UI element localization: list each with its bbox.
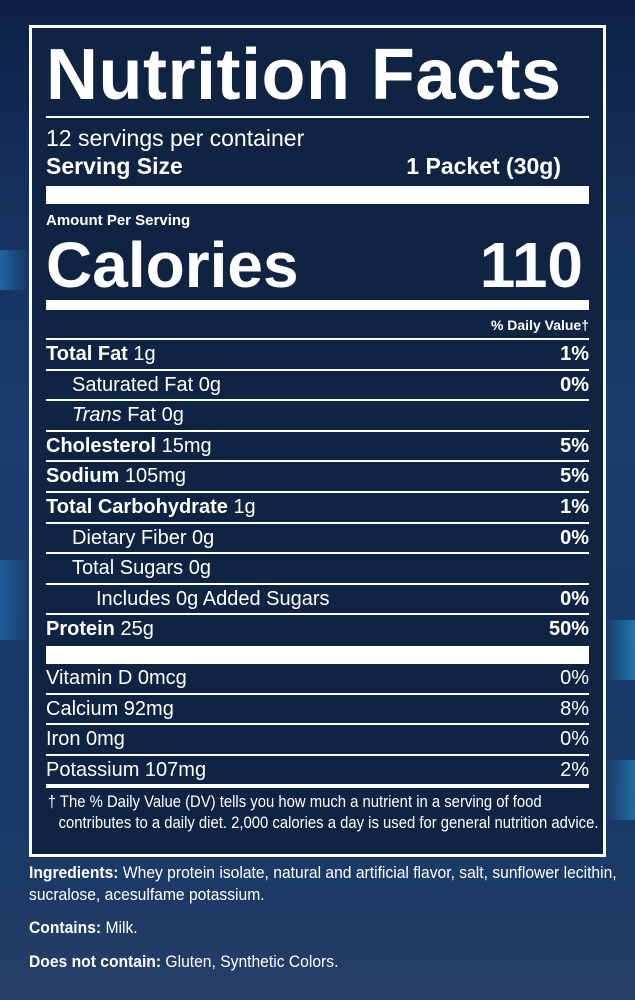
nutrient-row: Cholesterol 15mg 5% [46, 429, 589, 461]
nutrient-row: Total Carbohydrate 1g 1% [46, 490, 589, 522]
vitamin-row: Iron 0mg 0% [46, 723, 589, 754]
amount-per-serving: Amount Per Serving [46, 212, 191, 229]
nutrition-facts-panel: Nutrition Facts 12 servings per containe… [29, 25, 606, 857]
divider-medium [46, 300, 589, 310]
serving-size: Serving Size 1 Packet (30g) [46, 152, 589, 180]
divider [46, 116, 589, 118]
calories: Calories 110 [46, 232, 589, 300]
nutrient-row: Dietary Fiber 0g 0% [46, 521, 589, 553]
daily-value-header: % Daily Value† [490, 317, 589, 333]
divider-thick [46, 645, 589, 664]
vitamin-row: Potassium 107mg 2% [46, 753, 589, 785]
title: Nutrition Facts [46, 35, 562, 115]
serving-size-label: Serving Size [46, 153, 183, 179]
vitamin-row: Calcium 92mg 8% [46, 692, 589, 724]
nutrient-row: Sodium 105mg 5% [46, 460, 589, 491]
servings-per-container: 12 servings per container [46, 125, 305, 151]
ingredients: Ingredients: Whey protein isolate, natur… [29, 863, 617, 904]
footnote: † The % Daily Value (DV) tells you how m… [47, 793, 599, 833]
vitamin-row: Vitamin D 0mcg 0% [46, 666, 589, 689]
nutrient-row: Protein 25g 50% [46, 613, 589, 644]
divider [46, 784, 589, 789]
serving-size-value: 1 Packet (30g) [406, 153, 561, 179]
calories-value: 110 [479, 229, 583, 301]
nutrient-row: Includes 0g Added Sugars 0% [46, 582, 589, 614]
allergen-contains: Contains: Milk. [29, 918, 138, 937]
nutrient-row: Total Fat 1g 1% [46, 338, 589, 369]
does-not-contain: Does not contain: Gluten, Synthetic Colo… [29, 952, 339, 971]
nutrient-row: Trans Fat 0g [46, 399, 589, 430]
divider-thick [46, 186, 589, 204]
calories-label: Calories [46, 229, 299, 301]
nutrient-row: Total Sugars 0g [46, 552, 589, 583]
nutrient-row: Saturated Fat 0g 0% [46, 368, 589, 400]
